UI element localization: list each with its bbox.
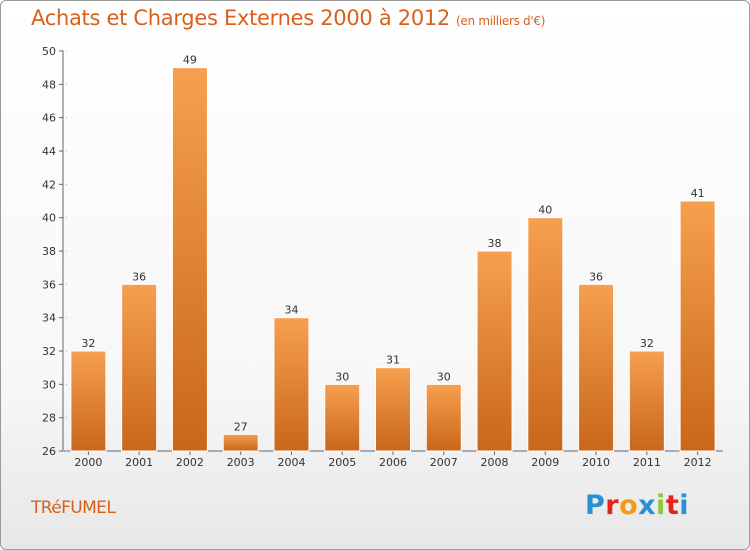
chart-title: Achats et Charges Externes 2000 à 2012 (e… [31,6,545,30]
bar-2008 [476,250,513,452]
y-tick-label: 50 [42,45,56,58]
logo-letter: r [605,490,620,521]
value-label-2007: 30 [437,370,451,383]
logo-letter: i [679,490,689,521]
value-label-2006: 31 [386,354,400,367]
bar-2000 [70,350,107,452]
x-tick-label: 2012 [684,456,712,469]
bar-2005 [324,383,361,452]
y-tick-label: 28 [42,412,56,425]
x-tick-label: 2005 [328,456,356,469]
logo-letter: o [619,490,639,521]
value-label-2005: 30 [335,370,349,383]
x-tick-label: 2006 [379,456,407,469]
value-label-2012: 41 [691,187,705,200]
y-tick-label: 42 [42,178,56,191]
x-tick-label: 2004 [277,456,305,469]
x-tick-label: 2002 [176,456,204,469]
value-label-2001: 36 [132,270,146,283]
y-tick-label: 36 [42,278,56,291]
value-label-2010: 36 [589,270,603,283]
x-tick-label: 2001 [125,456,153,469]
value-label-2004: 34 [284,304,298,317]
y-tick-label: 48 [42,78,56,91]
axes: 26 28 30 32 34 36 38 40 42 44 46 48 50 2000 2001 2002 20… [42,45,723,469]
bar-2011 [628,350,665,452]
bar-2006 [375,367,411,452]
logo-letter: P [584,490,606,521]
x-tick-label: 2007 [430,456,458,469]
y-tick-label: 40 [42,212,56,225]
bar-2007 [425,383,462,452]
chart-subtitle: (en milliers d'€) [456,14,546,28]
bars [70,67,716,452]
x-tick-label: 2009 [531,456,559,469]
commune-name: TRéFUMEL [31,498,116,518]
value-label-2011: 32 [640,337,654,350]
bar-2003 [222,433,259,452]
proxiti-logo[interactable]: Proxiti [585,490,689,521]
bar-2002 [171,67,208,452]
y-tick-label: 30 [42,378,56,391]
chart-title-text: Achats et Charges Externes 2000 à 2012 [31,6,451,30]
bar-2009 [527,217,564,452]
bar-2010 [578,283,615,452]
logo-letter: t [665,490,680,521]
x-tick-label: 2003 [227,456,255,469]
value-label-2008: 38 [488,237,502,250]
bar-2004 [273,317,310,452]
value-label-2003: 27 [234,420,248,433]
x-tick-label: 2008 [481,456,509,469]
bar-2001 [121,283,158,452]
data-labels: 32 36 49 27 34 30 31 30 38 40 36 32 41 [81,54,704,434]
bar-2012 [679,200,716,452]
value-label-2000: 32 [81,337,95,350]
x-tick-label: 2010 [582,456,610,469]
value-label-2002: 49 [183,54,197,67]
value-label-2009: 40 [538,204,552,217]
y-tick-label: 32 [42,345,56,358]
logo-letter: i [656,490,666,521]
y-tick-label: 44 [42,145,56,158]
y-tick-label: 38 [42,245,56,258]
y-tick-label: 26 [42,445,56,458]
x-tick-label: 2011 [633,456,661,469]
x-tick-label: 2000 [74,456,102,469]
logo-letter: x [638,490,657,521]
y-tick-label: 34 [42,312,56,325]
y-tick-label: 46 [42,112,56,125]
